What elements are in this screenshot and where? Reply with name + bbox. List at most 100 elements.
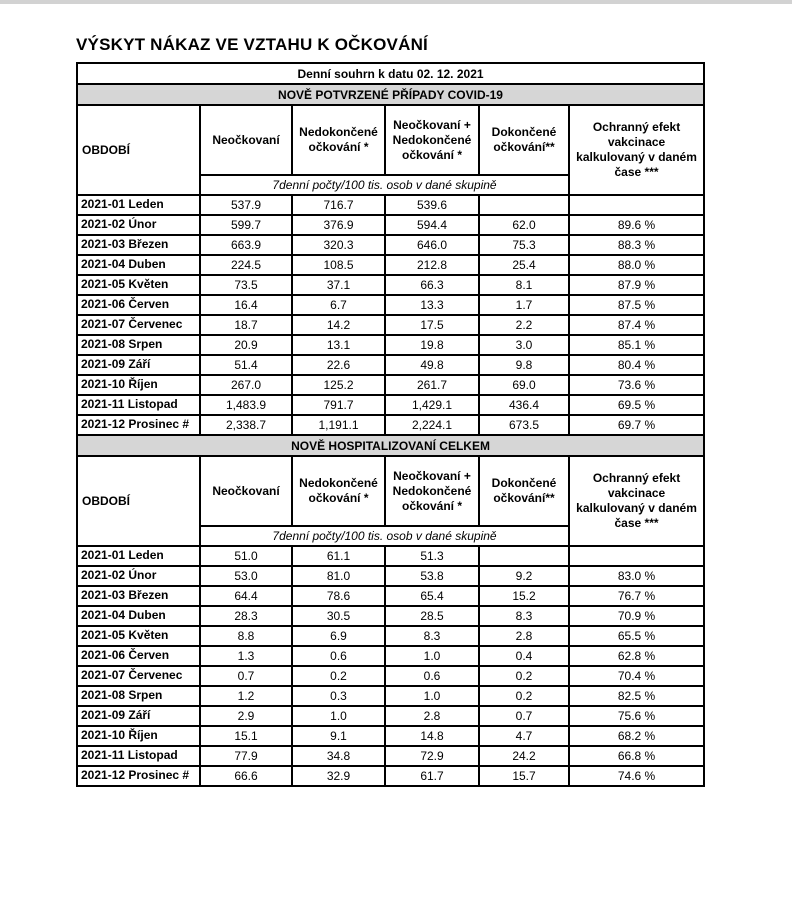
- period-cell: 2021-06 Červen: [76, 294, 201, 316]
- value-cell: 75.6 %: [567, 705, 706, 727]
- value-cell: 82.5 %: [567, 685, 706, 707]
- value-cell: 24.2: [478, 745, 570, 767]
- value-cell: 1.3: [199, 645, 293, 667]
- value-cell: 3.0: [478, 334, 570, 356]
- period-cell: 2021-03 Březen: [76, 234, 201, 256]
- value-cell: 261.7: [384, 374, 480, 396]
- value-cell: 73.6 %: [567, 374, 706, 396]
- period-cell: 2021-01 Leden: [76, 194, 201, 216]
- table-row: 2021-06 Červen 16.4 6.7 13.3 1.7 87.5 %: [76, 294, 706, 316]
- value-cell: 0.7: [478, 705, 570, 727]
- summary-bar-row: Denní souhrn k datu 02. 12. 2021: [75, 62, 706, 85]
- table-row: 2021-02 Únor 53.0 81.0 53.8 9.2 83.0 %: [76, 565, 706, 587]
- value-cell: [567, 545, 706, 567]
- value-cell: 61.1: [291, 545, 386, 567]
- value-cell: 80.4 %: [567, 354, 706, 376]
- value-cell: 108.5: [291, 254, 386, 276]
- value-cell: 87.9 %: [567, 274, 706, 296]
- period-cell: 2021-02 Únor: [76, 565, 201, 587]
- col-header-protective-effect: Ochranný efekt vakcinace kalkulovaný v d…: [567, 455, 706, 547]
- value-cell: 87.5 %: [567, 294, 706, 316]
- value-cell: 28.5: [384, 605, 480, 627]
- period-cell: 2021-04 Duben: [76, 254, 201, 276]
- period-cell: 2021-08 Srpen: [76, 685, 201, 707]
- value-cell: [567, 194, 706, 216]
- value-cell: 62.0: [478, 214, 570, 236]
- value-cell: 28.3: [199, 605, 293, 627]
- value-cell: 0.4: [478, 645, 570, 667]
- value-cell: 6.9: [291, 625, 386, 647]
- period-cell: 2021-11 Listopad: [76, 745, 201, 767]
- col-header-unvaccinated: Neočkovaní: [199, 104, 293, 176]
- table-row: 2021-12 Prosinec #2,338.7 1,191.1 2,224.1 6…: [76, 414, 706, 436]
- col-header-incomplete-vaccination: Nedokončené očkování *: [291, 455, 386, 527]
- value-cell: 0.2: [291, 665, 386, 687]
- value-cell: 18.7: [199, 314, 293, 336]
- value-cell: 4.7: [478, 725, 570, 747]
- value-cell: 77.9: [199, 745, 293, 767]
- value-cell: 1.0: [384, 645, 480, 667]
- section-header-hospitalized: NOVĚ HOSPITALIZOVANÍ CELKEM: [75, 434, 706, 457]
- table-row: 2021-11 Listopad 77.9 34.8 72.9 24.2 66.8 %: [76, 745, 706, 767]
- value-cell: 2.8: [384, 705, 480, 727]
- value-cell: 2.9: [199, 705, 293, 727]
- col-header-period: OBDOBÍ: [76, 455, 201, 547]
- value-cell: 2.8: [478, 625, 570, 647]
- value-cell: 0.3: [291, 685, 386, 707]
- period-cell: 2021-05 Květen: [76, 625, 201, 647]
- col-header-unvaccinated: Neočkovaní: [199, 455, 293, 527]
- value-cell: 83.0 %: [567, 565, 706, 587]
- value-cell: 15.1: [199, 725, 293, 747]
- value-cell: 68.2 %: [567, 725, 706, 747]
- period-cell: 2021-01 Leden: [76, 545, 201, 567]
- value-cell: 2.2: [478, 314, 570, 336]
- period-cell: 2021-10 Říjen: [76, 725, 201, 747]
- value-cell: 1.0: [291, 705, 386, 727]
- value-cell: 436.4: [478, 394, 570, 416]
- value-cell: 2,224.1: [384, 414, 480, 436]
- section-title-hospitalized: NOVĚ HOSPITALIZOVANÍ CELKEM: [75, 434, 706, 457]
- value-cell: 61.7: [384, 765, 480, 787]
- period-cell: 2021-03 Březen: [76, 585, 201, 607]
- value-cell: 51.4: [199, 354, 293, 376]
- window-top-strip: [0, 0, 792, 4]
- value-cell: 8.3: [384, 625, 480, 647]
- value-cell: 15.2: [478, 585, 570, 607]
- col-header-unvaccinated-plus-incomplete: Neočkovaní + Nedokončené očkování *: [384, 455, 480, 527]
- period-cell: 2021-08 Srpen: [76, 334, 201, 356]
- value-cell: 716.7: [291, 194, 386, 216]
- table-row: 2021-04 Duben 28.3 30.5 28.5 8.3 70.9 %: [76, 605, 706, 627]
- value-cell: 13.1: [291, 334, 386, 356]
- period-cell: 2021-07 Červenec: [76, 314, 201, 336]
- value-cell: 88.0 %: [567, 254, 706, 276]
- units-subheader: 7denní počty/100 tis. osob v dané skupin…: [199, 174, 570, 196]
- table-row: 2021-09 Září 51.4 22.6 49.8 9.8 80.4 %: [76, 354, 706, 376]
- table-row: 2021-05 Květen 8.8 6.9 8.3 2.8 65.5 %: [76, 625, 706, 647]
- value-cell: 9.2: [478, 565, 570, 587]
- units-subheader-row: 7denní počty/100 tis. osob v dané skupin…: [77, 525, 704, 547]
- value-cell: 0.6: [291, 645, 386, 667]
- col-header-period: OBDOBÍ: [76, 104, 201, 196]
- value-cell: 25.4: [478, 254, 570, 276]
- table-row: 2021-06 Červen 1.3 0.6 1.0 0.4 62.8 %: [76, 645, 706, 667]
- value-cell: 16.4: [199, 294, 293, 316]
- value-cell: 69.7 %: [567, 414, 706, 436]
- value-cell: 70.9 %: [567, 605, 706, 627]
- value-cell: 1.2: [199, 685, 293, 707]
- period-cell: 2021-10 Říjen: [76, 374, 201, 396]
- value-cell: 224.5: [199, 254, 293, 276]
- value-cell: 14.2: [291, 314, 386, 336]
- value-cell: 17.5: [384, 314, 480, 336]
- value-cell: 53.0: [199, 565, 293, 587]
- value-cell: [478, 545, 570, 567]
- value-cell: 65.4: [384, 585, 480, 607]
- value-cell: 537.9: [199, 194, 293, 216]
- value-cell: 212.8: [384, 254, 480, 276]
- value-cell: 646.0: [384, 234, 480, 256]
- summary-bar: Denní souhrn k datu 02. 12. 2021: [75, 62, 706, 85]
- value-cell: 663.9: [199, 234, 293, 256]
- value-cell: 6.7: [291, 294, 386, 316]
- value-cell: 0.7: [199, 665, 293, 687]
- value-cell: 30.5: [291, 605, 386, 627]
- period-cell: 2021-05 Květen: [76, 274, 201, 296]
